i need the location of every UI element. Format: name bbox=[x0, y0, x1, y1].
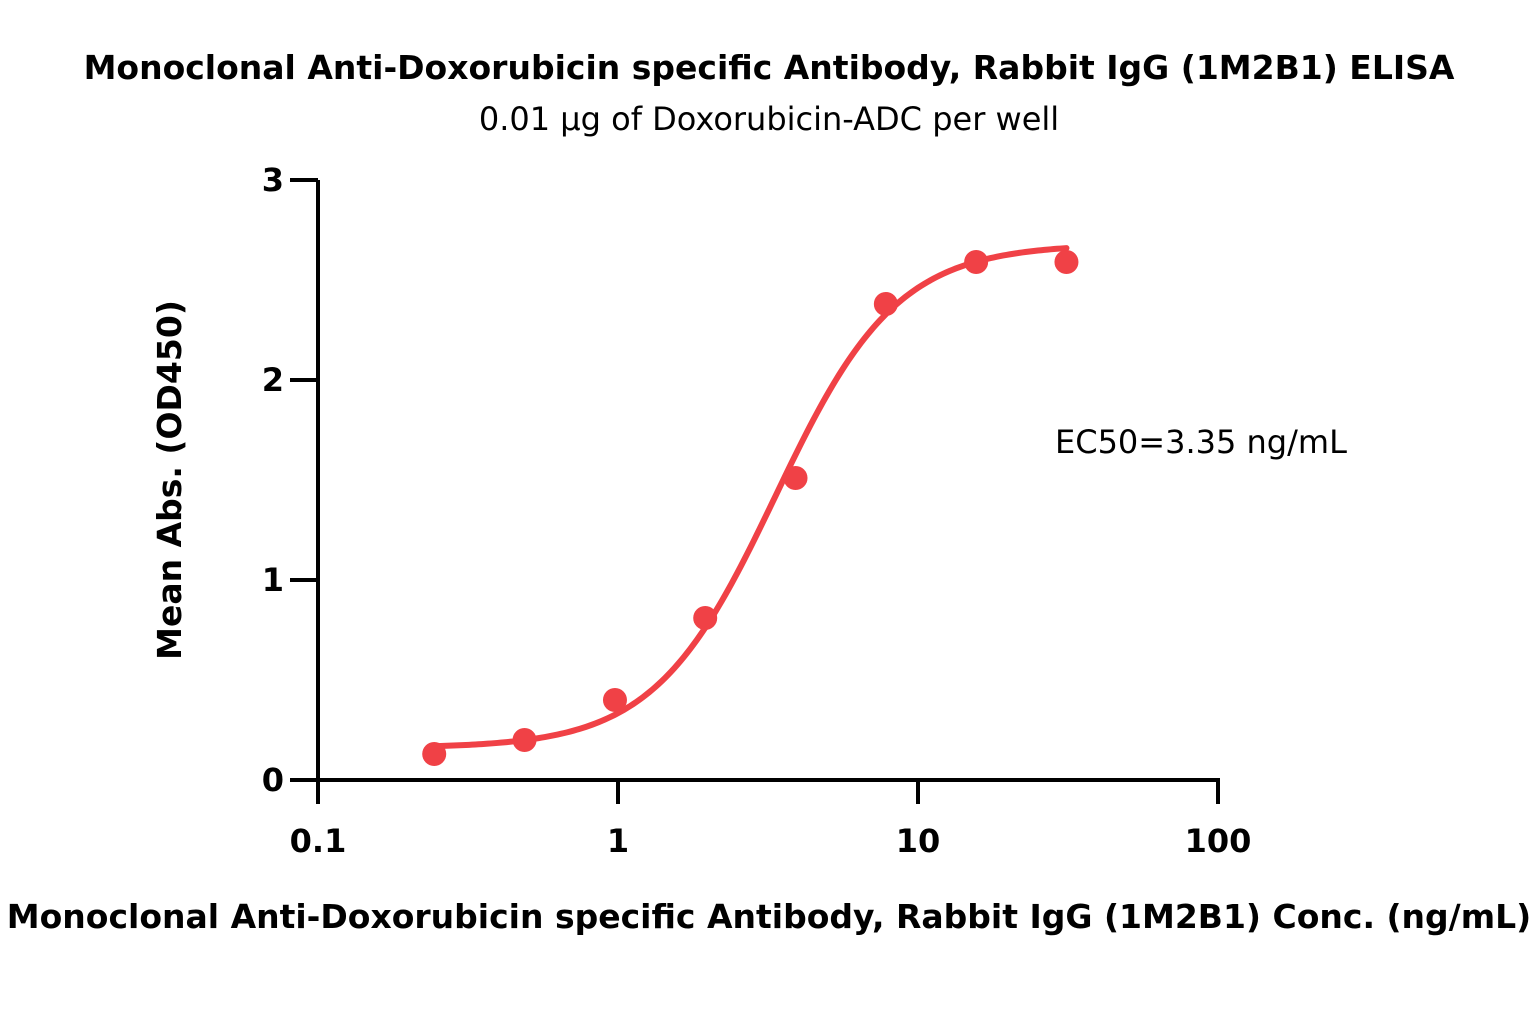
data-point bbox=[873, 292, 898, 316]
ec50-annotation: EC50=3.35 ng/mL bbox=[1055, 423, 1347, 461]
data-point bbox=[602, 688, 627, 712]
chart-subtitle: 0.01 µg of Doxorubicin-ADC per well bbox=[479, 100, 1059, 138]
y-tick-label: 1 bbox=[262, 561, 284, 599]
fit-curve bbox=[431, 245, 1070, 750]
y-tick-label: 0 bbox=[262, 761, 284, 799]
chart-title: Monoclonal Anti-Doxorubicin specific Ant… bbox=[84, 48, 1455, 87]
data-point bbox=[783, 466, 808, 490]
y-axis-label: Mean Abs. (OD450) bbox=[150, 300, 189, 660]
y-tick-label: 2 bbox=[262, 361, 284, 399]
x-axis-label: Monoclonal Anti-Doxorubicin specific Ant… bbox=[7, 897, 1531, 936]
data-point bbox=[422, 742, 447, 766]
data-point bbox=[512, 728, 537, 752]
x-tick-label: 100 bbox=[1185, 822, 1252, 860]
axes: 0 1 2 3 0.1 1 10 100 bbox=[262, 161, 1252, 860]
data-point bbox=[964, 250, 989, 274]
y-tick-label: 3 bbox=[262, 161, 284, 199]
x-tick-label: 1 bbox=[607, 822, 629, 860]
x-tick-label: 10 bbox=[896, 822, 941, 860]
data-point bbox=[693, 606, 718, 630]
x-tick-label: 0.1 bbox=[290, 822, 347, 860]
fit-curve-layer bbox=[431, 245, 1070, 750]
data-points-layer bbox=[422, 250, 1079, 766]
data-point bbox=[1054, 250, 1079, 274]
